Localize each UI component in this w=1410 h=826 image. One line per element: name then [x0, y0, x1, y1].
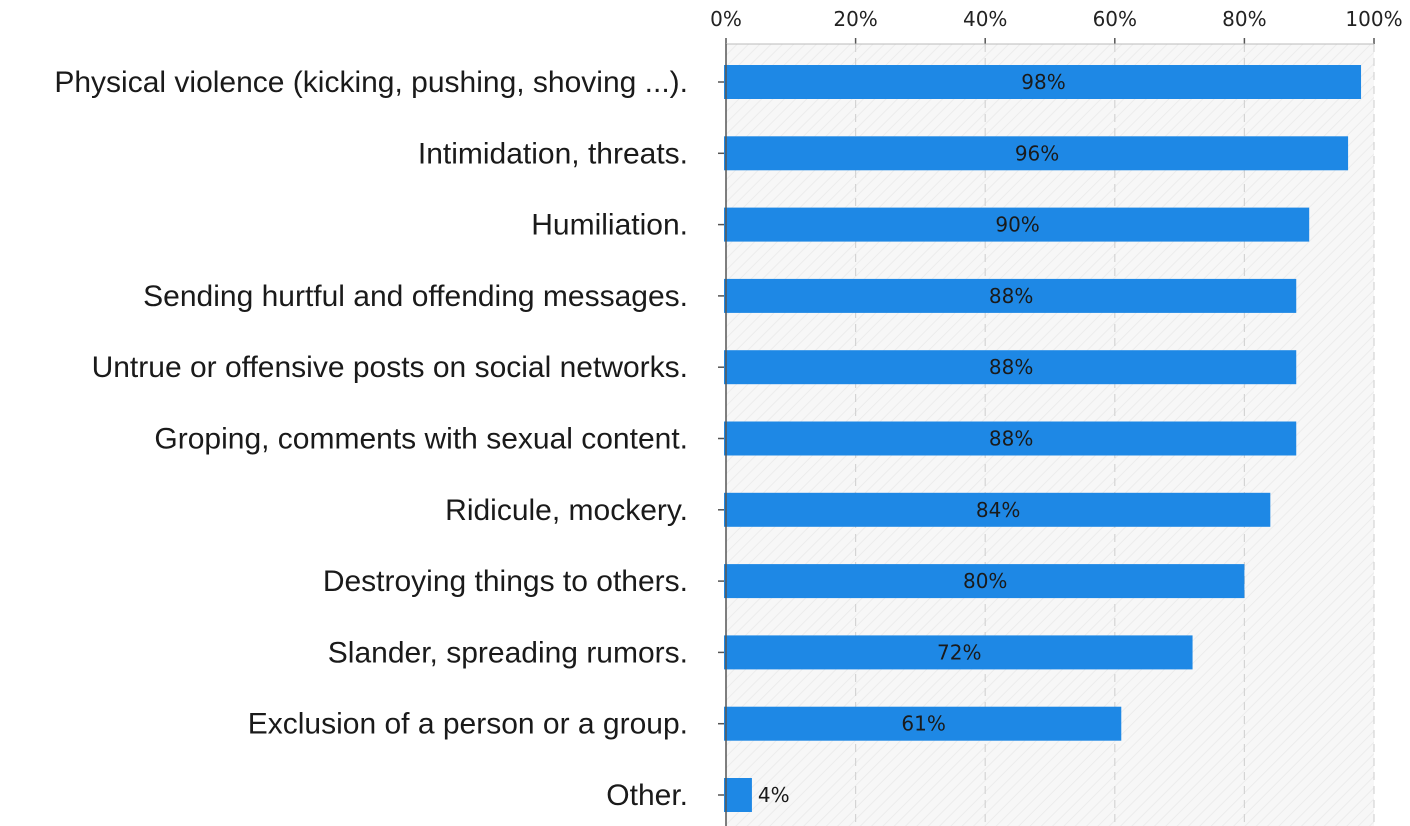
data-labels: 98% 96% 90% 88% 88% 88% 84% 80% 72% 61% 4% — [758, 70, 1066, 807]
category-label: Slander, spreading rumors. — [328, 636, 688, 669]
bars — [724, 65, 1362, 812]
category-label: Untrue or offensive posts on social netw… — [92, 351, 688, 384]
x-axis-ticks: 0% 20% 40% 60% 80% 100% — [710, 7, 1403, 796]
category-label: Humiliation. — [531, 209, 688, 242]
data-label: 88% — [989, 427, 1033, 451]
bar — [724, 65, 1362, 99]
x-tick-label: 80% — [1222, 7, 1266, 31]
data-label: 72% — [937, 640, 981, 664]
bar — [724, 136, 1349, 171]
bar — [724, 492, 1271, 527]
category-label: Intimidation, threats. — [418, 137, 688, 170]
category-label: Exclusion of a person or a group. — [248, 708, 688, 741]
x-tick-label: 20% — [833, 7, 877, 31]
bar — [724, 207, 1310, 242]
bar — [724, 564, 1245, 599]
bar — [724, 706, 1122, 741]
bar — [724, 635, 1193, 670]
category-label: Destroying things to others. — [323, 565, 688, 598]
category-label: Physical violence (kicking, pushing, sho… — [54, 66, 688, 99]
data-label: 88% — [989, 284, 1033, 308]
gridlines — [854, 44, 1375, 826]
data-label: 88% — [989, 355, 1033, 379]
data-label: 84% — [976, 498, 1020, 522]
x-tick-label: 40% — [963, 7, 1007, 31]
data-label: 96% — [1015, 141, 1059, 165]
x-tick-label: 0% — [710, 7, 742, 31]
bar — [724, 421, 1297, 456]
data-label: 90% — [995, 213, 1039, 237]
category-labels: Physical violence (kicking, pushing, sho… — [54, 66, 688, 812]
category-label: Sending hurtful and offending messages. — [143, 280, 688, 313]
data-label: 98% — [1021, 70, 1065, 94]
category-label: Ridicule, mockery. — [445, 494, 688, 527]
bar — [724, 778, 752, 812]
x-tick-label: 100% — [1345, 7, 1402, 31]
bar — [724, 278, 1297, 313]
category-label: Groping, comments with sexual content. — [154, 423, 688, 456]
data-label: 4% — [758, 783, 790, 807]
category-label: Other. — [606, 779, 688, 812]
data-label: 80% — [963, 569, 1007, 593]
bar — [724, 350, 1297, 385]
x-tick-label: 60% — [1093, 7, 1137, 31]
data-label: 61% — [901, 712, 945, 736]
